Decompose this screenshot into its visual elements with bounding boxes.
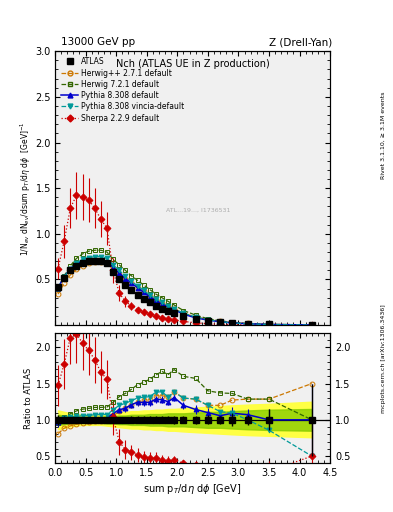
X-axis label: sum p$_{T}$/d$\eta$ d$\phi$ [GeV]: sum p$_{T}$/d$\eta$ d$\phi$ [GeV] [143,482,242,496]
Legend: ATLAS, Herwig++ 2.7.1 default, Herwig 7.2.1 default, Pythia 8.308 default, Pythi: ATLAS, Herwig++ 2.7.1 default, Herwig 7.… [59,55,187,125]
Text: 13000 GeV pp: 13000 GeV pp [61,37,135,47]
Y-axis label: Ratio to ATLAS: Ratio to ATLAS [24,368,33,429]
Text: Nch (ATLAS UE in Z production): Nch (ATLAS UE in Z production) [116,59,270,70]
Y-axis label: 1/N$_{ev}$ dN$_{ev}$/dsum p$_{T}$/d$\eta$ d$\phi$  [GeV]$^{-1}$: 1/N$_{ev}$ dN$_{ev}$/dsum p$_{T}$/d$\eta… [18,121,33,255]
Text: mcplots.cern.ch [arXiv:1306.3436]: mcplots.cern.ch [arXiv:1306.3436] [381,304,386,413]
Text: ATL...19..., I1736531: ATL...19..., I1736531 [166,207,230,212]
Text: Z (Drell-Yan): Z (Drell-Yan) [269,37,332,47]
Text: Rivet 3.1.10, ≥ 3.1M events: Rivet 3.1.10, ≥ 3.1M events [381,92,386,179]
